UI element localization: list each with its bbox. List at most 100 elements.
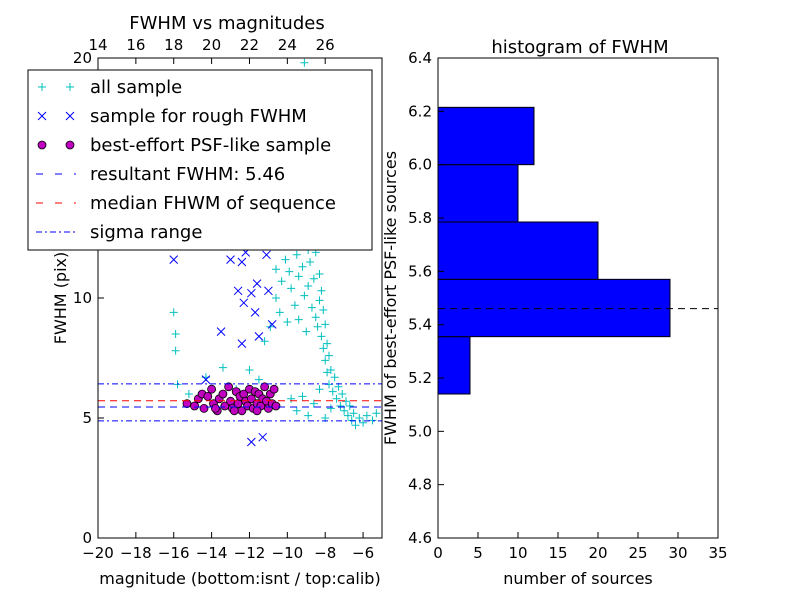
rough-sample-point [169,255,179,264]
best-sample-point [271,401,281,411]
histogram-ytick-label: 6.4 [408,49,432,67]
rough-sample-point [252,279,262,288]
all-sample-point [287,394,296,403]
histogram-xlabel: number of sources [503,569,653,588]
best-sample-point [190,401,199,411]
all-sample-point [343,411,352,420]
top-xtick-label: 26 [316,36,335,54]
all-sample-point [309,399,318,408]
scatter-xtick-label: −14 [196,544,228,562]
rough-sample-point [239,298,249,308]
all-sample-point [294,315,303,324]
all-sample-point [275,308,284,317]
rough-sample-point [233,286,243,296]
scatter-plot-area [98,58,382,447]
histogram-ytick-label: 5.0 [408,422,432,440]
all-sample-point [302,327,311,336]
best-sample-point [203,391,213,401]
all-sample-point [336,402,345,410]
rough-sample-point [254,332,264,341]
histogram-ytick-label: 6.0 [408,156,432,174]
all-sample-point [317,286,326,295]
all-sample-point [315,270,324,278]
rough-sample-point [247,288,256,298]
all-sample-point [245,366,254,374]
all-sample-point [321,320,330,329]
top-xtick-label: 14 [88,36,107,54]
all-sample-point [315,385,324,394]
rough-sample-point [201,375,211,384]
histogram-bar [437,164,519,223]
best-sample-point [207,384,217,394]
rough-sample-point [262,250,271,260]
legend-label-sigma-range: sigma range [90,222,202,243]
rough-sample-point [247,437,256,447]
legend-marker-rough-sample [65,111,75,121]
scatter-xtick-label: −20 [82,544,114,562]
histogram-ytick-label: 5.8 [408,209,432,227]
all-sample-point [304,411,313,420]
top-xtick-label: 18 [164,36,183,54]
histogram-xtick-label: 35 [708,544,727,562]
legend: all sample sample for rough FWHM best-ef… [27,69,373,251]
legend-box [27,69,373,251]
all-sample-point [271,294,280,302]
all-sample-point [340,406,349,415]
scatter-ytick-label: 5 [82,409,92,427]
histogram-ylabel: FWHM of best-effort PSF-like sources [381,151,400,445]
legend-label-best-sample: best-effort PSF-like sample [90,135,331,156]
all-sample-point [292,406,301,415]
all-sample-point [326,404,335,413]
all-sample-point [184,390,193,398]
scatter-xtick-label: −10 [272,544,304,562]
all-sample-point [306,258,315,266]
histogram-xtick-label: 0 [433,544,443,562]
best-sample-point [260,382,270,392]
all-sample-point [362,411,371,420]
best-sample-point [246,394,256,404]
scatter-frame [97,57,383,539]
histogram-bar [437,278,671,338]
best-sample-point [252,406,262,416]
all-sample-point [317,332,326,341]
all-sample-point [345,402,354,410]
rough-sample-point [237,257,247,267]
scatter-ylabel: FWHM (pix) [51,252,70,345]
scatter-title: FWHM vs magnitudes [129,13,324,34]
all-sample-point [315,296,324,305]
histogram-bar [437,106,535,166]
histogram-xtick-label: 30 [668,544,687,562]
histogram-ytick-label: 5.4 [408,316,432,334]
top-tick-labels: 14 16 18 20 22 24 26 [88,36,335,64]
all-sample-point [328,387,337,396]
scatter-ytick-label: 0 [82,529,92,547]
best-sample-point [199,403,209,413]
histogram-tick-labels: 0 5 10 15 20 25 30 35 4.6 4.8 5.0 5.2 5.4 5.6 5.8 6.0 6.… [408,49,727,562]
all-sample-point [359,418,368,427]
all-sample-point [304,282,313,290]
scatter-tick-labels: −20 −18 −16 −14 −12 −10 −8 −6 0 5 10 20 [73,49,374,562]
all-sample-point [218,363,227,372]
all-sample-point [349,409,358,418]
all-sample-point [309,274,318,283]
scatter-ytick-label: 10 [73,289,92,307]
rough-sample-point [264,286,273,296]
histogram-ytick-label: 6.2 [408,102,432,120]
top-xtick-label: 16 [126,36,145,54]
scatter-xtick-label: −8 [314,544,336,562]
all-sample-point [298,262,307,271]
histogram-panel: histogram of FWHM 0 5 10 15 20 25 30 35 4.6 4.8 5.… [381,37,728,588]
histogram-ytick-label: 5.6 [408,262,432,280]
legend-marker-all-sample [66,83,74,91]
all-sample-point [332,394,341,403]
histogram-frame [437,57,719,539]
all-sample-point [300,291,309,300]
all-sample-point [321,356,330,365]
histogram-bar [437,336,471,395]
all-sample-point [287,284,296,293]
rough-sample-point [237,339,247,348]
best-sample-point [210,403,220,413]
histogram-title: histogram of FWHM [491,37,668,58]
histogram-xtick-label: 15 [548,544,567,562]
all-sample-point [281,255,290,264]
